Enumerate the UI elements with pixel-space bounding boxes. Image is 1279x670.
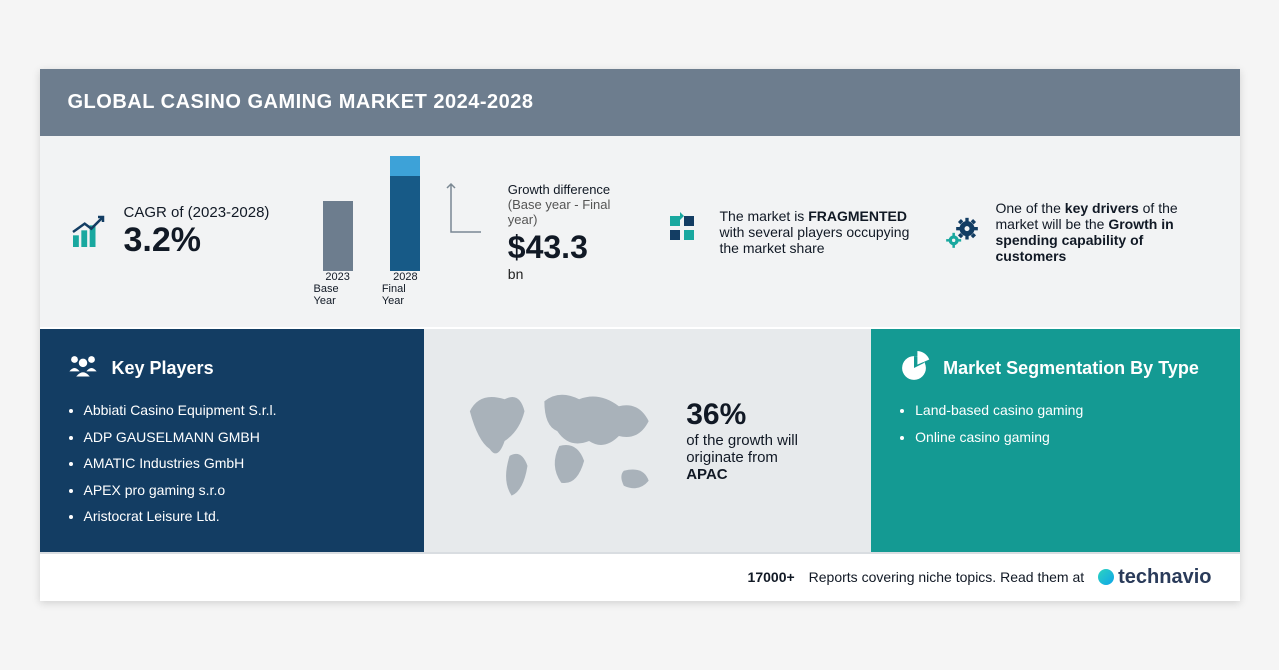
bar-base: 2023 Base Year bbox=[314, 201, 362, 307]
cagr-block: CAGR of (2023-2028) 3.2% bbox=[68, 204, 288, 260]
brand-logo: technavio bbox=[1098, 566, 1211, 589]
key-players-list: Abbiati Casino Equipment S.r.l. ADP GAUS… bbox=[66, 397, 398, 530]
driver-block: One of the key drivers of the market wil… bbox=[942, 200, 1212, 264]
driver-pre: One of the bbox=[996, 200, 1065, 216]
growth-block: Growth difference (Base year - Final yea… bbox=[508, 182, 640, 282]
growth-title: Growth difference bbox=[508, 182, 640, 197]
key-players-title-row: Key Players bbox=[66, 351, 398, 385]
bar-base-label: Base Year bbox=[314, 283, 362, 307]
arrow-connector-icon bbox=[443, 172, 482, 292]
gears-icon bbox=[942, 212, 982, 252]
people-icon bbox=[66, 351, 100, 385]
bar-base-year: 2023 bbox=[325, 271, 349, 283]
bar-trend-icon bbox=[68, 212, 108, 252]
cagr-label: CAGR of (2023-2028) bbox=[124, 204, 270, 221]
region-name: APAC bbox=[686, 466, 727, 483]
driver-b1: key drivers bbox=[1065, 200, 1139, 216]
region-pct: 36% bbox=[686, 398, 845, 432]
segmentation-panel: Market Segmentation By Type Land-based c… bbox=[871, 329, 1239, 552]
fragment-icon bbox=[666, 212, 706, 252]
footer-text: Reports covering niche topics. Read them… bbox=[809, 569, 1084, 585]
cagr-value: 3.2% bbox=[124, 221, 270, 260]
bar-final-year: 2028 bbox=[393, 271, 417, 283]
summary-row: CAGR of (2023-2028) 3.2% 2023 Base Year … bbox=[40, 136, 1240, 327]
header-title: GLOBAL CASINO GAMING MARKET 2024-2028 bbox=[68, 91, 534, 113]
pie-icon bbox=[897, 351, 931, 385]
bar-final-label: Final Year bbox=[382, 283, 429, 307]
list-item: APEX pro gaming s.r.o bbox=[84, 477, 398, 504]
footer-bar: 17000+ Reports covering niche topics. Re… bbox=[40, 552, 1240, 601]
key-players-title: Key Players bbox=[112, 358, 214, 379]
footer-count: 17000+ bbox=[748, 569, 795, 585]
growth-subtitle: (Base year - Final year) bbox=[508, 197, 640, 227]
list-item: AMATIC Industries GmbH bbox=[84, 450, 398, 477]
region-text-pre: of the growth will originate from bbox=[686, 432, 798, 466]
list-item: Abbiati Casino Equipment S.r.l. bbox=[84, 397, 398, 424]
fragment-block: The market is FRAGMENTED with several pl… bbox=[666, 208, 916, 256]
growth-unit: bn bbox=[508, 266, 640, 282]
fragment-line2: with several players occupying the marke… bbox=[720, 224, 910, 256]
fragment-emph: FRAGMENTED bbox=[808, 208, 907, 224]
fragment-line1: The market is bbox=[720, 208, 805, 224]
panels-row: Key Players Abbiati Casino Equipment S.r… bbox=[40, 327, 1240, 552]
growth-value: $43.3 bbox=[508, 229, 640, 266]
segmentation-title-row: Market Segmentation By Type bbox=[897, 351, 1213, 385]
header-bar: GLOBAL CASINO GAMING MARKET 2024-2028 bbox=[40, 69, 1240, 136]
list-item: Land-based casino gaming bbox=[915, 397, 1213, 424]
brand-name: technavio bbox=[1118, 566, 1211, 589]
bar-final: 2028 Final Year bbox=[382, 156, 429, 307]
bar-base-rect bbox=[323, 201, 353, 271]
region-text: of the growth will originate from APAC bbox=[686, 432, 845, 483]
segmentation-list: Land-based casino gaming Online casino g… bbox=[897, 397, 1213, 450]
infographic-card: GLOBAL CASINO GAMING MARKET 2024-2028 CA… bbox=[40, 69, 1240, 601]
segmentation-title: Market Segmentation By Type bbox=[943, 358, 1199, 379]
region-panel: 36% of the growth will originate from AP… bbox=[424, 329, 871, 552]
bars-block: 2023 Base Year 2028 Final Year bbox=[314, 156, 429, 307]
logo-dot-icon bbox=[1098, 569, 1114, 585]
bar-final-rect bbox=[390, 156, 420, 271]
world-map-icon bbox=[450, 371, 669, 511]
list-item: Aristocrat Leisure Ltd. bbox=[84, 503, 398, 530]
list-item: Online casino gaming bbox=[915, 424, 1213, 451]
key-players-panel: Key Players Abbiati Casino Equipment S.r… bbox=[40, 329, 424, 552]
list-item: ADP GAUSELMANN GMBH bbox=[84, 424, 398, 451]
